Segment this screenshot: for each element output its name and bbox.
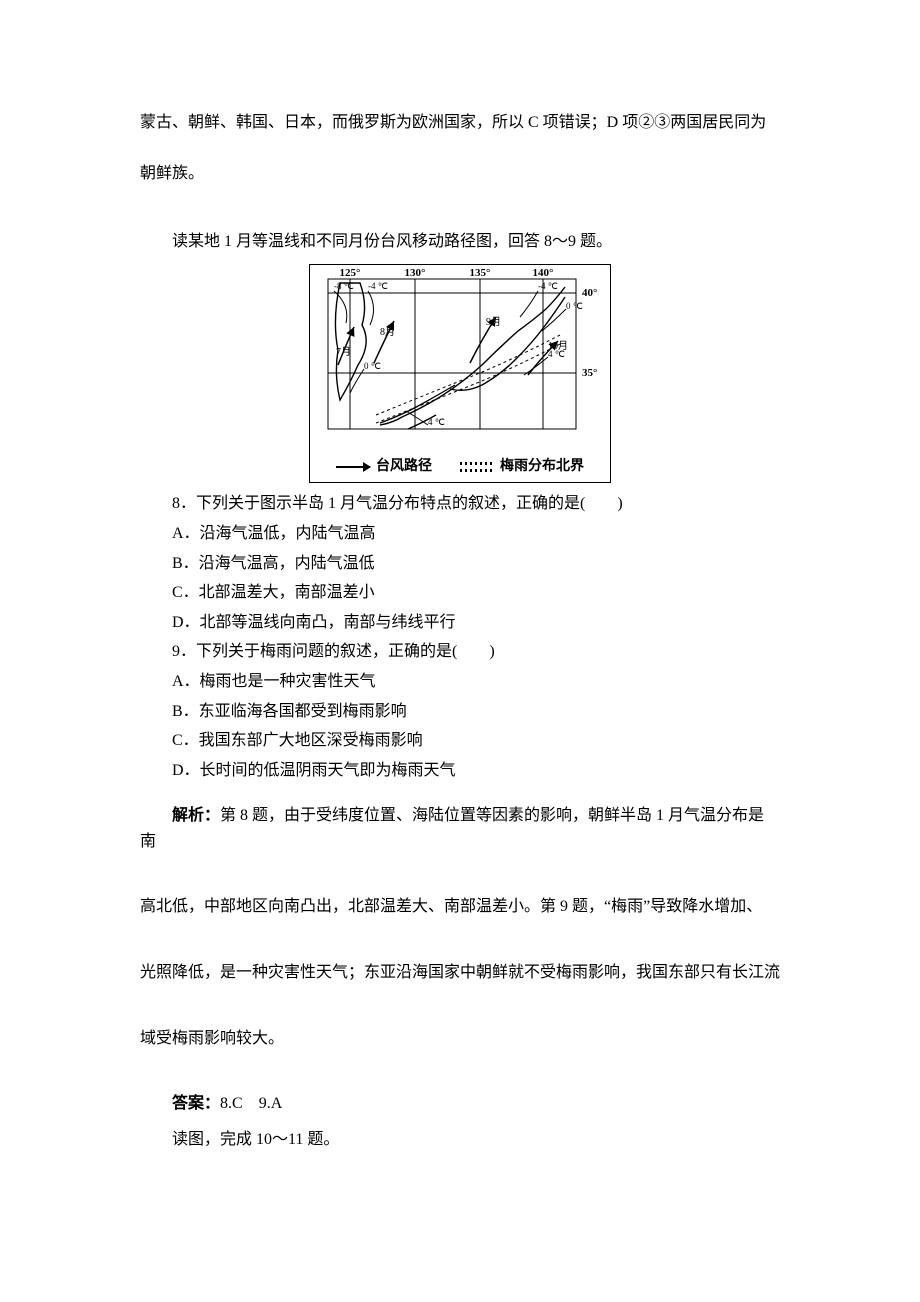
lon-label-140: 140° — [533, 267, 554, 279]
q8-c: C．北部温差大，南部温差小 — [140, 580, 780, 606]
q9-d: D．长时间的低温阴雨天气即为梅雨天气 — [140, 758, 780, 784]
lat-label-35: 35° — [582, 367, 597, 379]
q9-b: B．东亚临海各国都受到梅雨影响 — [140, 699, 780, 725]
intro-q10-11: 读图，完成 10～11 题。 — [140, 1127, 780, 1153]
figure-wrap: 125° 130° 135° 140° 40° 35° -8 ℃ -4 ℃ -4… — [140, 264, 780, 483]
month-10: 10月 — [548, 340, 568, 352]
q9-a: A．梅雨也是一种灾害性天气 — [140, 669, 780, 695]
q8-stem: 8．下列关于图示半岛 1 月气温分布特点的叙述，正确的是( ) — [140, 491, 780, 517]
map-figure: 125° 130° 135° 140° 40° 35° -8 ℃ -4 ℃ -4… — [309, 264, 611, 483]
month-9: 9月 — [486, 316, 501, 328]
q8-a: A．沿海气温低，内陆气温高 — [140, 521, 780, 547]
analysis-p3: 光照降低，是一种灾害性天气；东亚沿海国家中朝鲜就不受梅雨影响，我国东部只有长江流 — [140, 960, 780, 986]
iso-n4a: -4 ℃ — [368, 281, 388, 291]
iso-n4b: -4 ℃ — [538, 281, 558, 291]
figure-legend: 台风路径 梅雨分布北界 — [310, 454, 610, 482]
carryover-paragraph: 蒙古、朝鲜、韩国、日本，而俄罗斯为欧洲国家，所以 C 项错误；D 项②③两国居民… — [140, 110, 780, 187]
q9-c: C．我国东部广大地区深受梅雨影响 — [140, 728, 780, 754]
intro-q8-9: 读某地 1 月等温线和不同月份台风移动路径图，回答 8～9 题。 — [140, 229, 780, 255]
iso-4b: 4 ℃ — [428, 417, 445, 427]
q8-b: B．沿海气温高，内陆气温低 — [140, 551, 780, 577]
analysis-line1: 解析：第 8 题，由于受纬度位置、海陆位置等因素的影响，朝鲜半岛 1 月气温分布… — [140, 803, 780, 854]
answer-text: 8.C 9.A — [220, 1095, 282, 1112]
lon-label-130: 130° — [405, 267, 426, 279]
legend-typhoon-label: 台风路径 — [376, 456, 432, 478]
q9-stem: 9．下列关于梅雨问题的叙述，正确的是( ) — [140, 639, 780, 665]
month-8: 8月 — [380, 326, 395, 338]
carryover-line2: 朝鲜族。 — [140, 165, 204, 182]
carryover-line1: 蒙古、朝鲜、韩国、日本，而俄罗斯为欧洲国家，所以 C 项错误；D 项②③两国居民… — [140, 114, 766, 131]
lon-label-135: 135° — [470, 267, 491, 279]
document-page: 蒙古、朝鲜、韩国、日本，而俄罗斯为欧洲国家，所以 C 项错误；D 项②③两国居民… — [0, 0, 920, 1222]
band-icon — [460, 462, 494, 472]
analysis-p2: 高北低，中部地区向南凸出，北部温差大、南部温差小。第 9 题，“梅雨”导致降水增… — [140, 894, 780, 920]
analysis-label: 解析： — [172, 807, 220, 824]
analysis-8-9: 解析：第 8 题，由于受纬度位置、海陆位置等因素的影响，朝鲜半岛 1 月气温分布… — [140, 803, 780, 1051]
q8-d: D．北部等温线向南凸，南部与纬线平行 — [140, 610, 780, 636]
legend-typhoon: 台风路径 — [336, 456, 432, 478]
map-frame — [328, 279, 576, 429]
lat-label-40: 40° — [582, 287, 597, 299]
legend-meiyu-label: 梅雨分布北界 — [500, 456, 584, 478]
answer-label: 答案： — [172, 1095, 220, 1112]
analysis-p4: 域受梅雨影响较大。 — [140, 1026, 780, 1052]
legend-meiyu: 梅雨分布北界 — [460, 456, 584, 478]
iso-n8: -8 ℃ — [334, 281, 354, 291]
answer-8-9: 答案：8.C 9.A — [140, 1091, 780, 1117]
arrow-icon — [336, 466, 370, 468]
lon-label-125: 125° — [340, 267, 361, 279]
iso-0b: 0 ℃ — [364, 361, 381, 371]
analysis-p1: 第 8 题，由于受纬度位置、海陆位置等因素的影响，朝鲜半岛 1 月气温分布是南 — [140, 807, 764, 850]
map-svg: 125° 130° 135° 140° 40° 35° -8 ℃ -4 ℃ -4… — [310, 265, 610, 445]
iso-0a: 0 ℃ — [566, 301, 583, 311]
month-7: 7月 — [336, 346, 351, 358]
